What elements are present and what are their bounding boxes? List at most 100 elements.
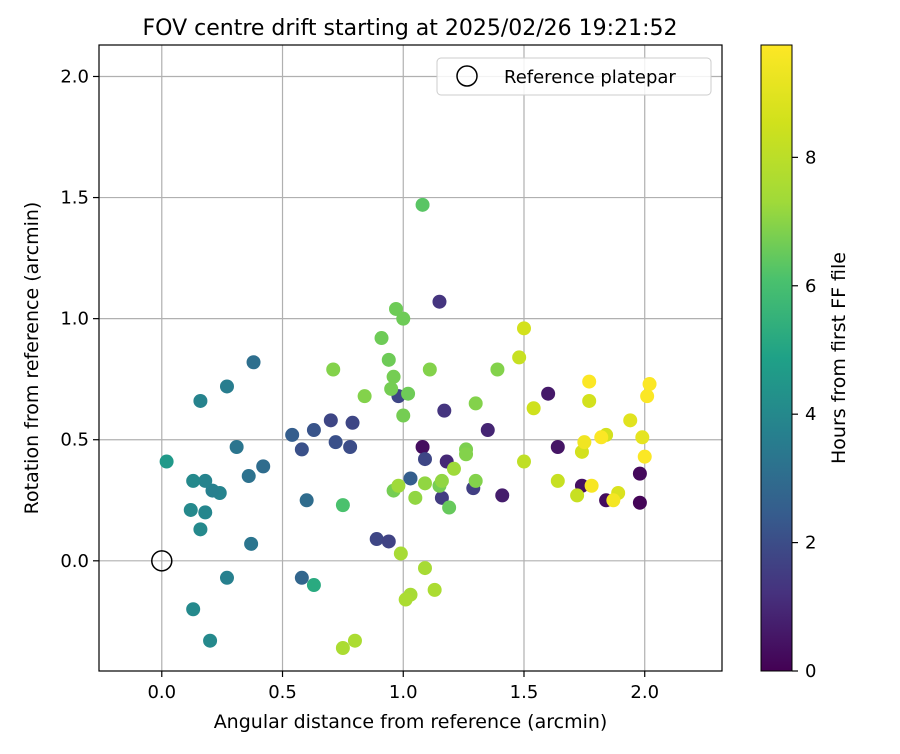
scatter-point <box>422 362 437 377</box>
scatter-point <box>335 640 350 655</box>
scatter-point <box>159 454 174 469</box>
scatter-point <box>374 331 389 346</box>
scatter-point <box>437 403 452 418</box>
scatter-point <box>415 439 430 454</box>
scatter-point <box>516 454 531 469</box>
scatter-point <box>541 386 556 401</box>
scatter-point <box>495 488 510 503</box>
legend-marker <box>456 65 478 87</box>
scatter-point <box>459 447 474 462</box>
scatter-point <box>550 439 565 454</box>
scatter-point <box>550 473 565 488</box>
scatter-point <box>198 505 213 520</box>
colorbar-ticks: 0 2 4 6 8 <box>792 147 816 682</box>
scatter-point <box>516 321 531 336</box>
scatter-point <box>468 396 483 411</box>
scatter-point <box>582 393 597 408</box>
scatter-point <box>256 459 271 474</box>
scatter-point <box>637 449 652 464</box>
scatter-point <box>299 493 314 508</box>
scatter-point <box>328 435 343 450</box>
x-tick-label: 1.5 <box>510 682 539 703</box>
scatter-point <box>193 522 208 537</box>
scatter-point <box>427 582 442 597</box>
y-tick-label: 0.5 <box>60 430 89 451</box>
scatter-point <box>401 386 416 401</box>
colorbar-gradient <box>760 44 793 672</box>
scatter-point <box>294 442 309 457</box>
scatter-point <box>326 362 341 377</box>
scatter-point <box>335 498 350 513</box>
scatter-point <box>193 393 208 408</box>
y-tick-label: 0.0 <box>60 551 89 572</box>
scatter-point <box>642 377 657 392</box>
scatter-point <box>640 389 655 404</box>
scatter-point <box>393 546 408 561</box>
scatter-point <box>434 490 449 505</box>
scatter-point <box>389 301 404 316</box>
y-axis-label: Rotation from reference (arcmin) <box>21 202 43 515</box>
scatter-point <box>198 473 213 488</box>
chart-title: FOV centre drift starting at 2025/02/26 … <box>143 16 678 41</box>
scatter-point <box>219 379 234 394</box>
scatter-point <box>391 478 406 493</box>
plot-area <box>99 45 722 671</box>
legend-box <box>436 57 712 96</box>
scatter-point <box>480 423 495 438</box>
scatter-point <box>186 602 201 617</box>
scatter-point <box>398 592 413 607</box>
x-axis-label: Angular distance from reference (arcmin) <box>214 711 608 733</box>
scatter-point <box>241 469 256 484</box>
legend-label: Reference platepar <box>504 67 676 88</box>
scatter-point <box>386 369 401 384</box>
x-tick-label: 1.0 <box>389 682 418 703</box>
data-points <box>159 197 657 655</box>
scatter-point <box>584 478 599 493</box>
scatter-point <box>219 570 234 585</box>
scatter-point <box>570 488 585 503</box>
scatter-point <box>186 473 201 488</box>
scatter-point <box>244 536 259 551</box>
y-tick-label: 1.0 <box>60 309 89 330</box>
scatter-point <box>417 476 432 491</box>
scatter-point <box>323 413 338 428</box>
plot-frame <box>98 44 723 672</box>
scatter-point <box>294 570 309 585</box>
y-tick-label: 2.0 <box>60 66 89 87</box>
scatter-point <box>381 534 396 549</box>
scatter-point <box>306 578 321 593</box>
colorbar-tick-label: 6 <box>805 276 816 297</box>
scatter-point <box>632 466 647 481</box>
scatter-point <box>408 490 423 505</box>
scatter-point <box>381 352 396 367</box>
scatter-point <box>343 439 358 454</box>
colorbar: 0 2 4 6 8 Hours from first FF file <box>760 44 850 682</box>
scatter-point <box>396 408 411 423</box>
scatter-point <box>526 401 541 416</box>
x-tick-label: 2.0 <box>630 682 659 703</box>
y-tick-label: 1.5 <box>60 188 89 209</box>
scatter-point <box>345 415 360 430</box>
scatter-point <box>490 362 505 377</box>
scatter-point <box>403 471 418 486</box>
axis-ticks: 0.0 0.5 1.0 1.5 2.0 0.0 0.5 1.0 1.5 2.0 <box>60 66 659 703</box>
scatter-point <box>632 495 647 510</box>
scatter-point <box>623 413 638 428</box>
scatter-point <box>606 493 621 508</box>
x-tick-label: 0.5 <box>268 682 297 703</box>
colorbar-label: Hours from first FF file <box>828 252 850 464</box>
scatter-point <box>594 430 609 445</box>
scatter-point <box>229 439 244 454</box>
colorbar-tick-label: 4 <box>805 404 816 425</box>
scatter-point <box>434 473 449 488</box>
scatter-point <box>369 532 384 547</box>
legend: Reference platepar <box>436 57 712 96</box>
scatter-point <box>417 561 432 576</box>
scatter-point <box>577 435 592 450</box>
scatter-point <box>417 452 432 467</box>
x-tick-label: 0.0 <box>147 682 176 703</box>
scatter-point <box>306 423 321 438</box>
reference-platepar-point <box>151 550 173 572</box>
scatter-point <box>582 374 597 389</box>
